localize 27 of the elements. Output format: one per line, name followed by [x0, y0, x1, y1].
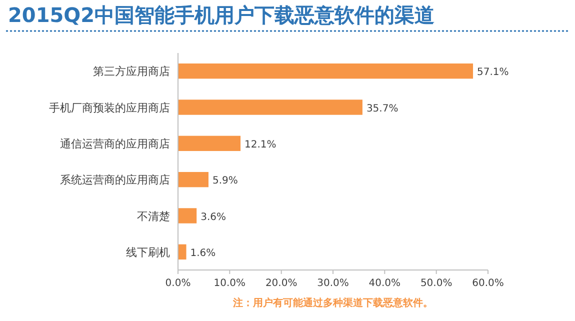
x-tick-label: 60.0%	[472, 278, 504, 289]
bar	[178, 172, 208, 188]
data-label: 3.6%	[200, 212, 226, 223]
bar	[178, 244, 186, 260]
x-tick-label: 50.0%	[420, 278, 452, 289]
x-tick-label: 20.0%	[265, 278, 298, 289]
y-tick-label: 不清楚	[137, 210, 170, 223]
bar	[178, 208, 197, 224]
x-tick-label: 40.0%	[368, 278, 401, 289]
bar	[178, 63, 474, 79]
x-tick-label: 0.0%	[165, 278, 191, 289]
y-tick-label: 系统运营商的应用商店	[60, 174, 170, 187]
chart-title: 2015Q2中国智能手机用户下载恶意软件的渠道	[8, 3, 435, 27]
y-tick-label: 线下刷机	[126, 246, 170, 259]
y-tick-label: 手机厂商预装的应用商店	[49, 101, 170, 114]
data-label: 12.1%	[244, 139, 276, 150]
data-label: 1.6%	[190, 248, 216, 259]
data-label: 5.9%	[212, 176, 238, 187]
data-label: 57.1%	[477, 67, 509, 78]
x-tick-label: 10.0%	[214, 278, 246, 289]
y-tick-label: 通信运营商的应用商店	[60, 137, 170, 150]
bar	[178, 136, 241, 152]
text: 注：用户有可能通过多种渠道下载恶意软件。	[232, 297, 433, 309]
x-tick-label: 30.0%	[317, 278, 349, 289]
bar	[178, 100, 362, 115]
data-label: 35.7%	[366, 103, 398, 114]
y-tick-label: 第三方应用商店	[93, 65, 170, 78]
